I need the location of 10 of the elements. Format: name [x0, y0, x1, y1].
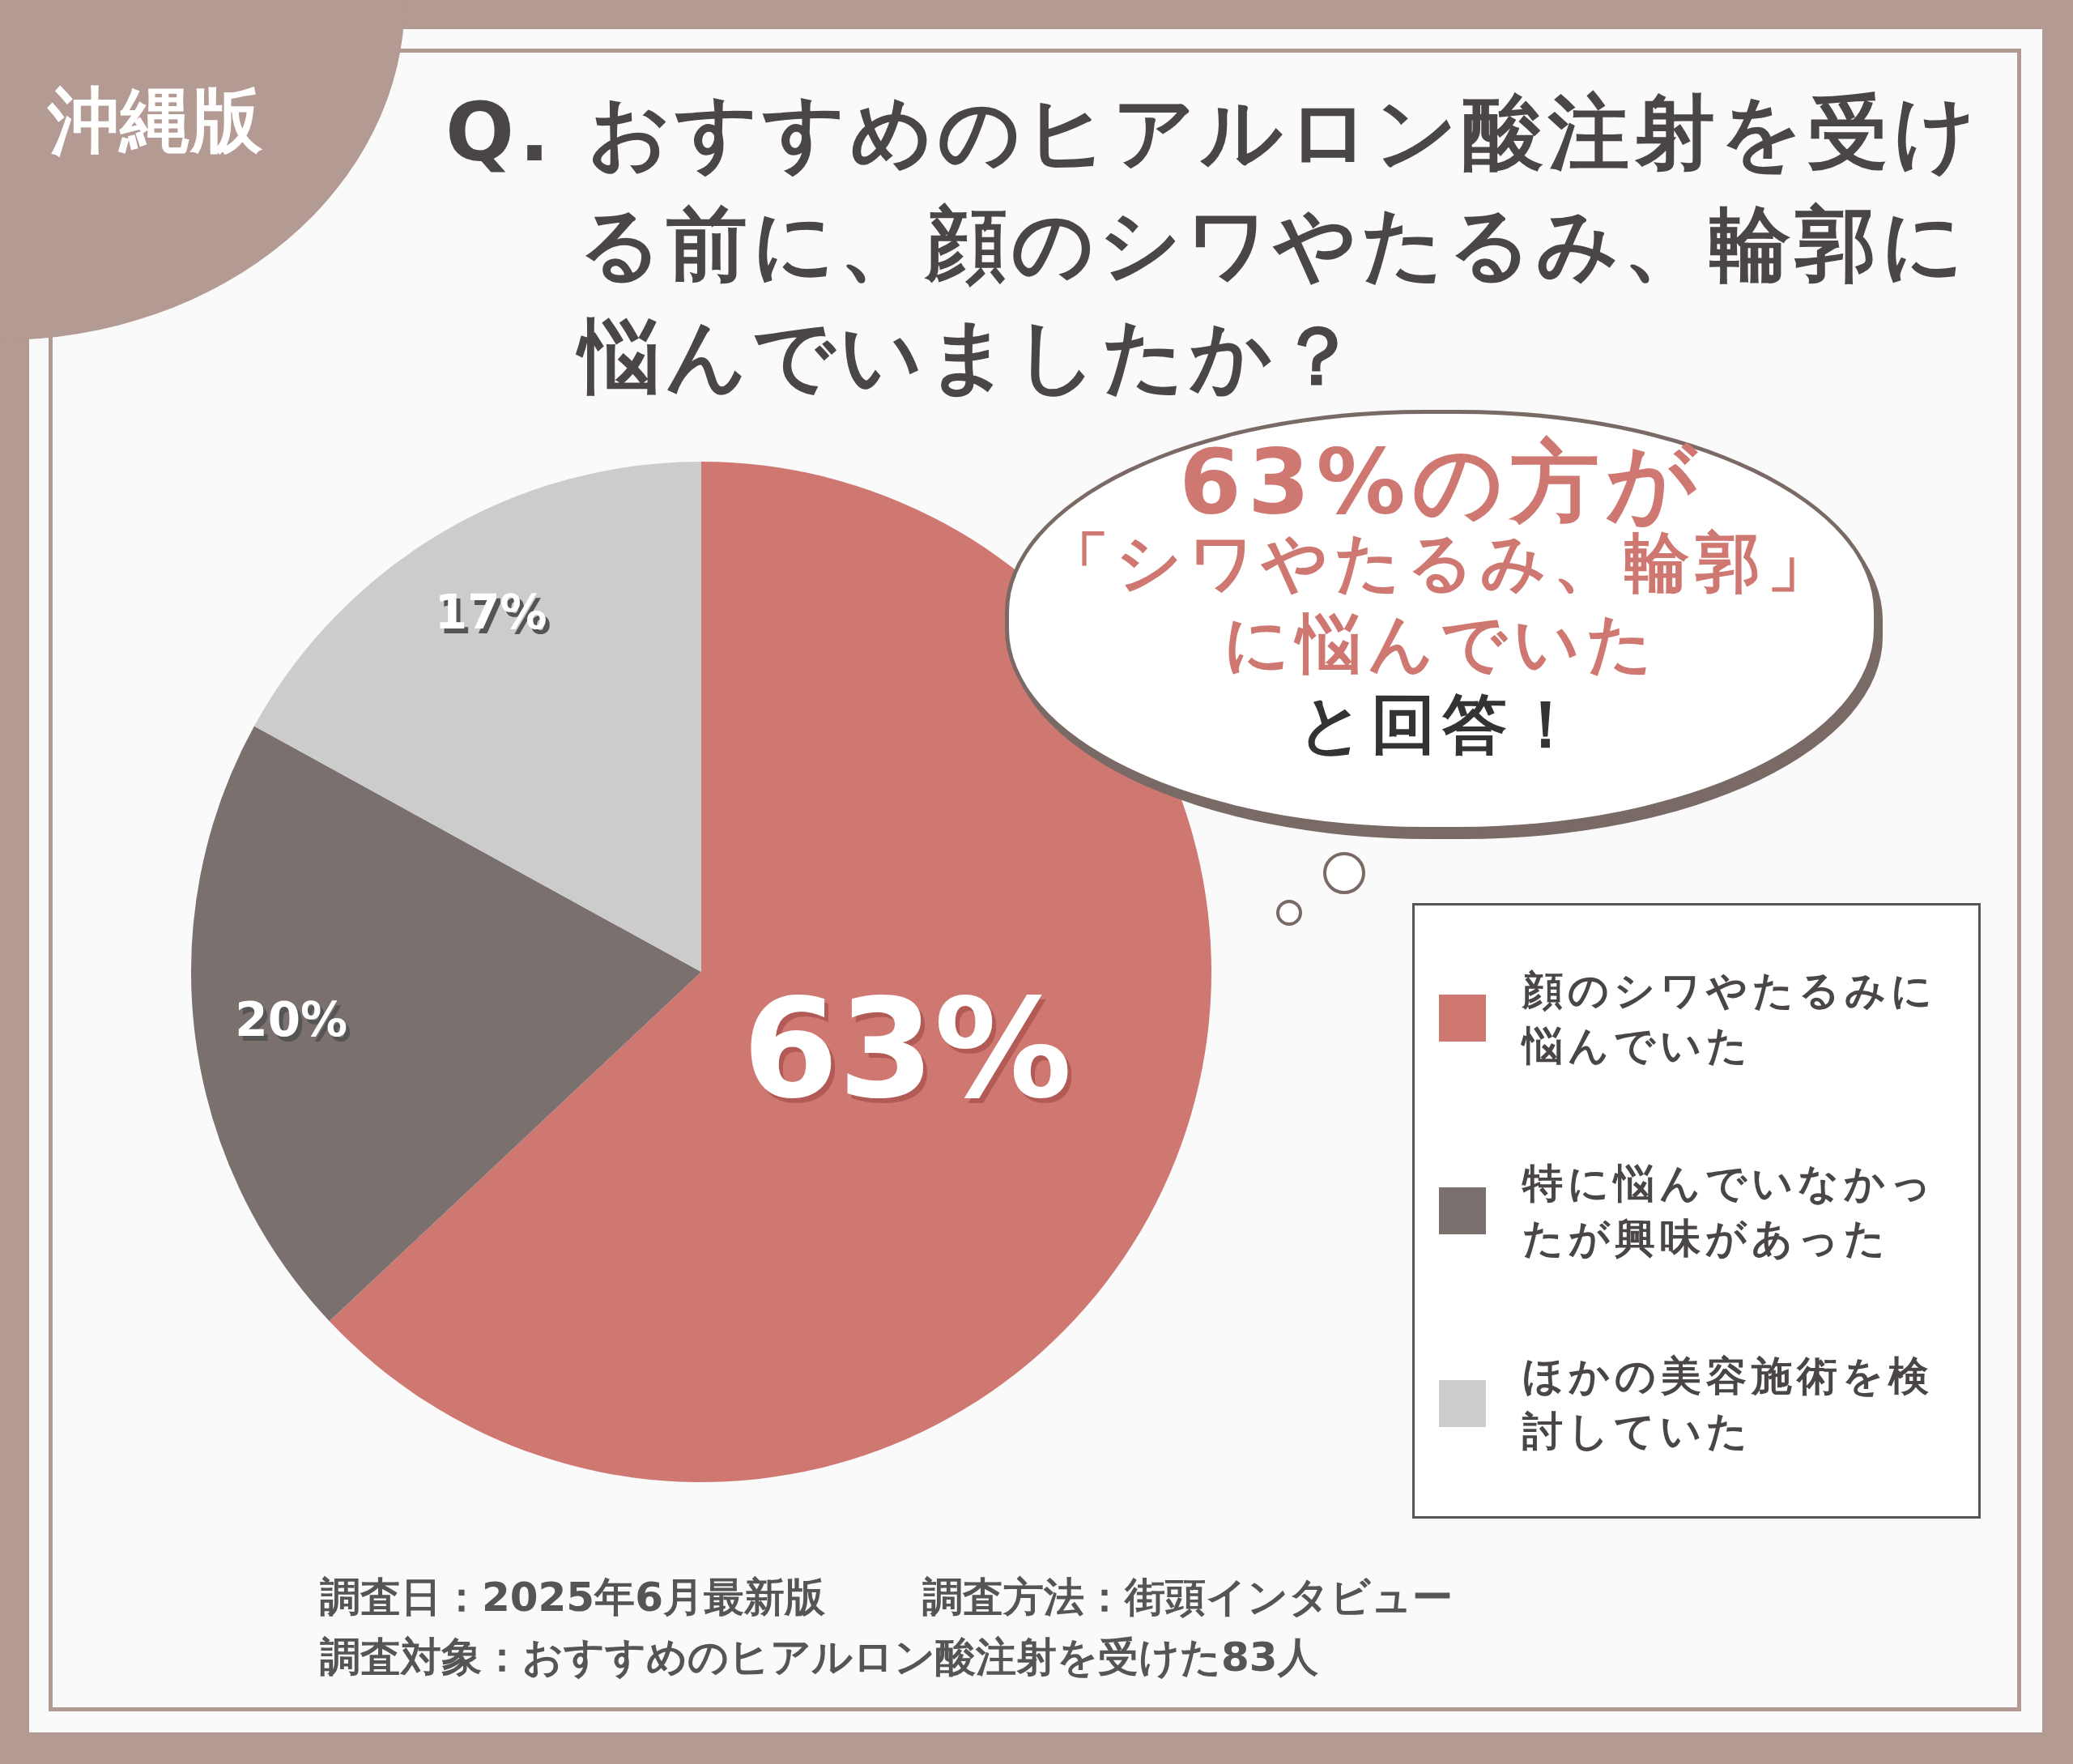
text: 調査対象：おすすめのヒアルロン酸注射を受けた83人 — [320, 1633, 1318, 1682]
text: と回答！ — [1297, 686, 1586, 764]
legend-label: 顔のシワやたるみに悩んでいた — [1522, 966, 1938, 1071]
text: に悩んでいた — [1223, 605, 1660, 683]
text: 調査日：2025年6月最新版 — [320, 1573, 825, 1622]
text: 調査方法：街頭インタビュー — [922, 1573, 1453, 1622]
chart-subtitle: 沖縄版 — [49, 78, 262, 164]
legend-label: ほかの美容施術を検討していた — [1522, 1352, 1935, 1456]
legend-label: 特に悩んでいなかったが興味があった — [1522, 1159, 1937, 1263]
chart-title: Q. おすすめのヒアルロン酸注射を受ける前に、顔のシワやたるみ、輪郭に悩んでいましたか？ — [445, 84, 1981, 405]
